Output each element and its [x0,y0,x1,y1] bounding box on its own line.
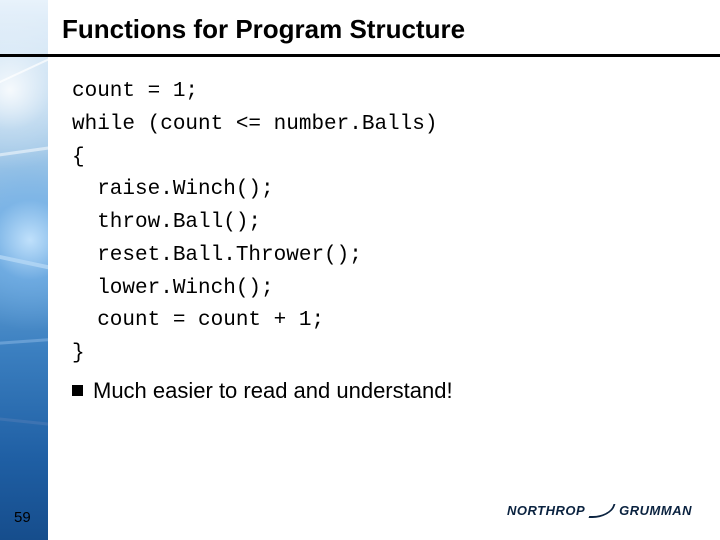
slide-title: Functions for Program Structure [62,14,465,45]
code-line: count = 1; [72,80,198,103]
brand-text-part1: NORTHROP [507,503,585,518]
left-decor-gradient [0,0,48,540]
footer-brand-logo: NORTHROP GRUMMAN [507,503,692,518]
left-decor-bar [0,0,48,540]
code-block: count = 1; while (count <= number.Balls)… [72,76,437,371]
title-underline [0,54,720,57]
code-line: count = count + 1; [72,309,324,332]
code-line: throw.Ball(); [72,211,261,234]
code-line: raise.Winch(); [72,178,274,201]
bullet-square-icon [72,385,83,396]
code-line: lower.Winch(); [72,277,274,300]
slide: Functions for Program Structure count = … [0,0,720,540]
brand-text-part2: GRUMMAN [619,503,692,518]
brand-swoosh-icon [591,504,613,518]
code-line: { [72,146,85,169]
bullet-item: Much easier to read and understand! [72,378,453,404]
page-number: 59 [14,509,31,526]
code-line: reset.Ball.Thrower(); [72,244,362,267]
code-line: } [72,342,85,365]
code-line: while (count <= number.Balls) [72,113,437,136]
bullet-text: Much easier to read and understand! [93,378,453,404]
